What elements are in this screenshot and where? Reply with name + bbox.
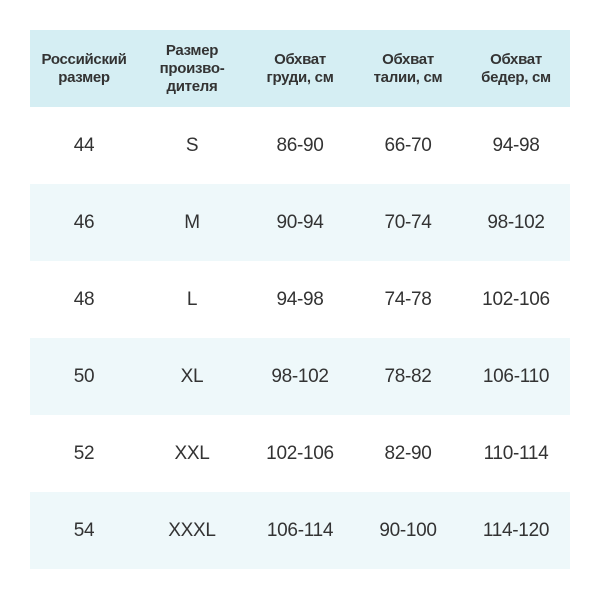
table-cell: XL: [180, 365, 204, 387]
table-cell: 102-106: [482, 288, 550, 310]
table-cell: L: [186, 288, 198, 310]
header-text: Обхват: [274, 50, 326, 68]
header-text: произво-: [159, 59, 225, 77]
table-cell: M: [184, 211, 200, 233]
table-row: 44 S 86-90 66-70 94-98: [30, 107, 570, 184]
header-row: Российский размер Размер произво-дителя Обхв…: [30, 30, 570, 107]
table-cell: 78-82: [384, 365, 432, 387]
table-cell: XXXL: [168, 519, 216, 541]
table-cell: 110-114: [483, 442, 549, 464]
table-row: 46 M 90-94 70-74 98-102: [30, 184, 570, 261]
table-row: 50 XL 98-102 78-82 106-110: [30, 338, 570, 415]
size-table: Российский размер Размер произво-дителя Обхв…: [30, 30, 570, 569]
header-cell: Российский размер: [30, 30, 138, 107]
table-cell: 70-74: [384, 211, 432, 233]
table-cell: 46: [73, 211, 95, 233]
table-cell: 54: [73, 519, 95, 541]
header-text: Обхват: [382, 50, 434, 68]
header-text: Размер: [165, 41, 219, 59]
header-text: Российский: [41, 50, 127, 68]
table-cell: 106-114: [266, 519, 334, 541]
table-cell: 114-120: [482, 519, 550, 541]
table-cell: 86-90: [276, 134, 324, 156]
table-cell: 82-90: [384, 442, 432, 464]
table-cell: 74-78: [384, 288, 432, 310]
header-text: Обхват: [490, 50, 542, 68]
header-text: дителя: [166, 77, 218, 95]
table-row: 48 L 94-98 74-78 102-106: [30, 261, 570, 338]
table-cell: 106-110: [482, 365, 550, 387]
header-text: бедер, см: [481, 68, 551, 86]
header-cell: Обхват груди, см: [246, 30, 354, 107]
table-cell: 50: [73, 365, 95, 387]
table-cell: XXL: [174, 442, 210, 464]
table-row: 54 XXXL 106-114 90-100 114-120: [30, 492, 570, 569]
header-cell: Обхват талии, см: [354, 30, 462, 107]
header-text: размер: [58, 68, 110, 86]
table-cell: 102-106: [266, 442, 334, 464]
table-cell: 44: [73, 134, 95, 156]
table-cell: 66-70: [384, 134, 432, 156]
header-text: груди, см: [266, 68, 334, 86]
table-cell: 90-94: [276, 211, 324, 233]
table-cell: 98-102: [487, 211, 545, 233]
header-text: талии, см: [373, 68, 443, 86]
table-row: 52 XXL 102-106 82-90 110-114: [30, 415, 570, 492]
table-cell: 98-102: [271, 365, 329, 387]
table-cell: S: [185, 134, 199, 156]
table-cell: 94-98: [492, 134, 540, 156]
table-cell: 52: [73, 442, 95, 464]
table-cell: 94-98: [276, 288, 324, 310]
table-cell: 48: [73, 288, 95, 310]
header-cell: Размер произво-дителя: [138, 30, 246, 107]
header-cell: Обхват бедер, см: [462, 30, 570, 107]
table-cell: 90-100: [379, 519, 437, 541]
